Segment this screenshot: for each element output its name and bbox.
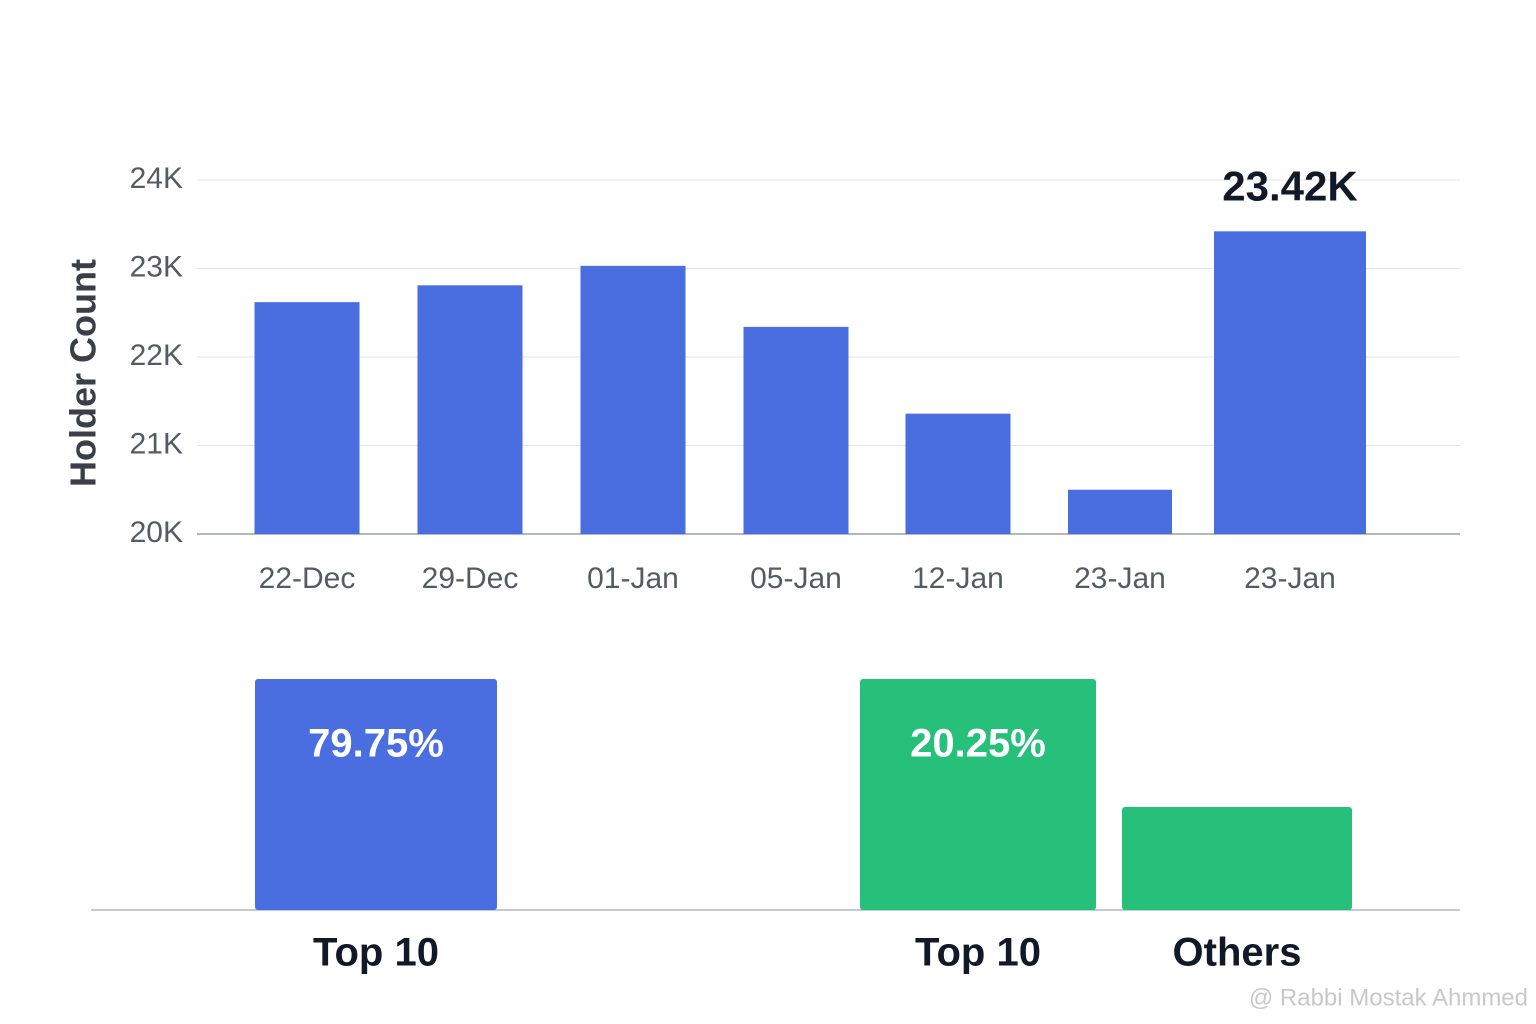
bar [254, 302, 360, 534]
bar [1214, 231, 1366, 534]
bar [580, 265, 686, 534]
y-tick-label: 21K [130, 427, 183, 460]
x-tick-label: 22-Dec [259, 562, 356, 595]
y-tick-label: 24K [130, 162, 183, 195]
bar [905, 413, 1011, 534]
bar [743, 326, 849, 534]
bar [1068, 489, 1172, 534]
bar [1122, 806, 1352, 910]
x-tick-label: 12-Jan [912, 562, 1004, 595]
y-axis-label: Holder Count [63, 259, 104, 487]
x-tick-label: Top 10 [915, 931, 1041, 975]
x-tick-label: 29-Dec [422, 562, 519, 595]
bar [860, 679, 1096, 910]
x-tick-label: Top 10 [313, 931, 439, 975]
x-tick-label: 23-Jan [1244, 562, 1336, 595]
y-tick-label: 22K [130, 339, 183, 372]
x-tick-label: 23-Jan [1074, 562, 1166, 595]
value-label: 23.42K [1222, 162, 1357, 209]
value-label: 20.25% [910, 722, 1046, 766]
y-tick-label: 20K [130, 516, 183, 549]
watermark: @ Rabbi Mostak Ahmmed [1249, 984, 1528, 1011]
x-tick-label: Others [1173, 931, 1302, 975]
x-tick-label: 05-Jan [750, 562, 842, 595]
value-label: 79.75% [308, 722, 444, 766]
y-tick-label: 23K [130, 250, 183, 283]
x-tick-label: 01-Jan [587, 562, 679, 595]
bar [255, 679, 497, 910]
bar [417, 285, 523, 534]
